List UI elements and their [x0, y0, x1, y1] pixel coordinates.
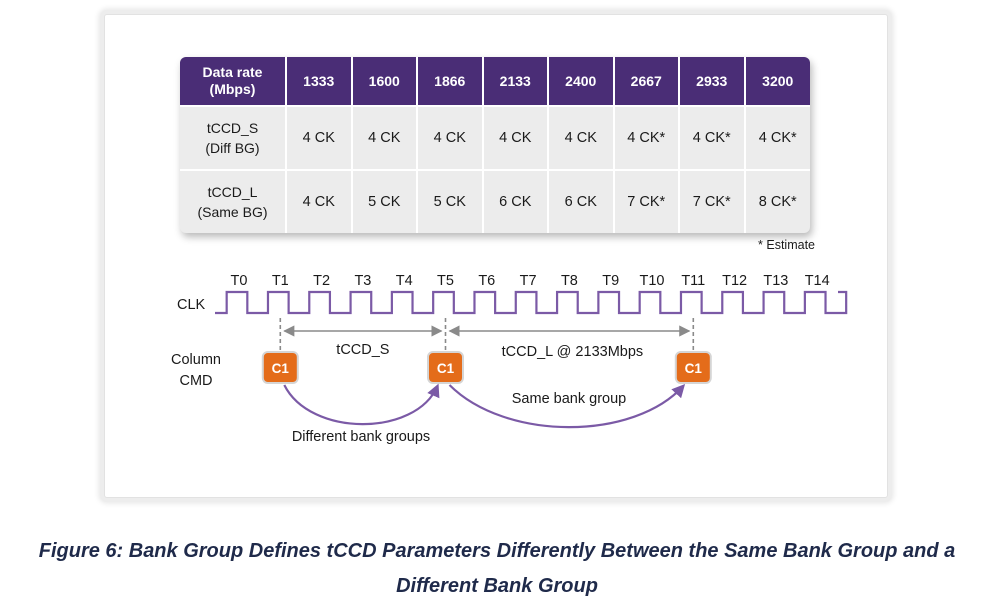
table-cell: 4 CK [417, 104, 484, 171]
tick-label-t14: T14 [805, 273, 830, 289]
header-cell-rate: 1600 [351, 57, 418, 106]
command-box-t1: C1 [261, 351, 299, 384]
table-cell: 8 CK* [744, 169, 810, 233]
table-row-tccd-s: tCCD_S (Diff BG) 4 CK 4 CK 4 CK 4 CK 4 C… [180, 104, 810, 171]
tick-label-t0: T0 [231, 273, 248, 289]
command-box-bg [261, 351, 299, 384]
table-cell: 4 CK* [613, 104, 680, 171]
header-cell-rate: 1333 [286, 57, 353, 106]
table-row-tccd-l: tCCD_L (Same BG) 4 CK 5 CK 5 CK 6 CK 6 C… [180, 169, 810, 233]
header-cell-rate: 2667 [613, 57, 680, 106]
table-cell: 4 CK [482, 104, 549, 171]
same-bank-group-arc [448, 384, 686, 429]
header-cell-rate: 2133 [482, 57, 549, 106]
row-label-tccd-l: tCCD_L (Same BG) [180, 169, 287, 233]
tick-label-t8: T8 [561, 273, 578, 289]
header-cell-rate: 3200 [744, 57, 810, 106]
command-box-t11: C1 [674, 351, 712, 384]
column-cmd-label-line2: CMD [179, 373, 212, 389]
command-box-t5: C1 [427, 351, 464, 384]
table-cell: 5 CK [417, 169, 484, 233]
tccd-table: Data rate (Mbps) 1333 1600 1866 2133 240… [180, 57, 810, 233]
caption-line-2: Different Bank Group [396, 575, 598, 597]
header-cell-rate: 1866 [417, 57, 484, 106]
table-cell: 4 CK* [744, 104, 810, 171]
same-bank-group-label: Same bank group [512, 391, 626, 407]
tccd-l-label: tCCD_L @ 2133Mbps [502, 344, 644, 360]
table-cell: 4 CK* [679, 104, 746, 171]
command-box-label: C1 [685, 361, 703, 376]
table-cell: 7 CK* [679, 169, 746, 233]
different-bank-groups-arc [283, 383, 440, 426]
header-cell-rate: 2400 [548, 57, 615, 106]
header-cell-data-rate: Data rate (Mbps) [180, 57, 287, 106]
clk-label: CLK [177, 297, 206, 313]
command-box-label: C1 [437, 361, 455, 376]
clock-tick-labels: T0 T1 T2 T3 T4 T5 T6 T7 T8 T9 T10 T11 T12 T13 T14 [231, 273, 830, 289]
command-box-bg [427, 351, 464, 384]
tick-label-t7: T7 [520, 273, 537, 289]
tick-label-t4: T4 [396, 273, 413, 289]
column-cmd-label-line1: Column [171, 352, 221, 368]
tick-label-t11: T11 [681, 273, 705, 289]
tick-label-t6: T6 [478, 273, 495, 289]
different-bank-groups-label: Different bank groups [292, 429, 430, 445]
row-label-tccd-s: tCCD_S (Diff BG) [180, 104, 287, 171]
command-guide-lines [279, 318, 695, 350]
tick-label-t3: T3 [354, 273, 371, 289]
command-boxes: C1 C1 C1 [261, 351, 712, 384]
tick-label-t9: T9 [602, 273, 619, 289]
table-header-row: Data rate (Mbps) 1333 1600 1866 2133 240… [180, 57, 810, 106]
tick-label-t5: T5 [437, 273, 454, 289]
clock-waveform [215, 290, 848, 315]
command-box-label: C1 [272, 361, 290, 376]
table-cell: 4 CK [548, 104, 615, 171]
tick-label-t2: T2 [313, 273, 330, 289]
tick-label-t1: T1 [272, 273, 289, 289]
caption-line-1: Figure 6: Bank Group Defines tCCD Parame… [38, 540, 956, 562]
table-cell: 7 CK* [613, 169, 680, 233]
tick-label-t12: T12 [722, 273, 747, 289]
header-cell-rate: 2933 [679, 57, 746, 106]
table-cell: 6 CK [548, 169, 615, 233]
tccd-table-grid: Data rate (Mbps) 1333 1600 1866 2133 240… [180, 57, 810, 233]
figure-caption: Figure 6: Bank Group Defines tCCD Parame… [0, 534, 994, 604]
estimate-footnote: * Estimate [758, 238, 815, 252]
table-cell: 4 CK [351, 104, 418, 171]
table-cell: 4 CK [286, 169, 353, 233]
tick-label-t10: T10 [640, 273, 665, 289]
tccd-s-label: tCCD_S [336, 342, 389, 358]
tick-label-t13: T13 [763, 273, 788, 289]
command-box-bg [674, 351, 712, 384]
table-cell: 4 CK [286, 104, 353, 171]
table-cell: 5 CK [351, 169, 418, 233]
table-cell: 6 CK [482, 169, 549, 233]
